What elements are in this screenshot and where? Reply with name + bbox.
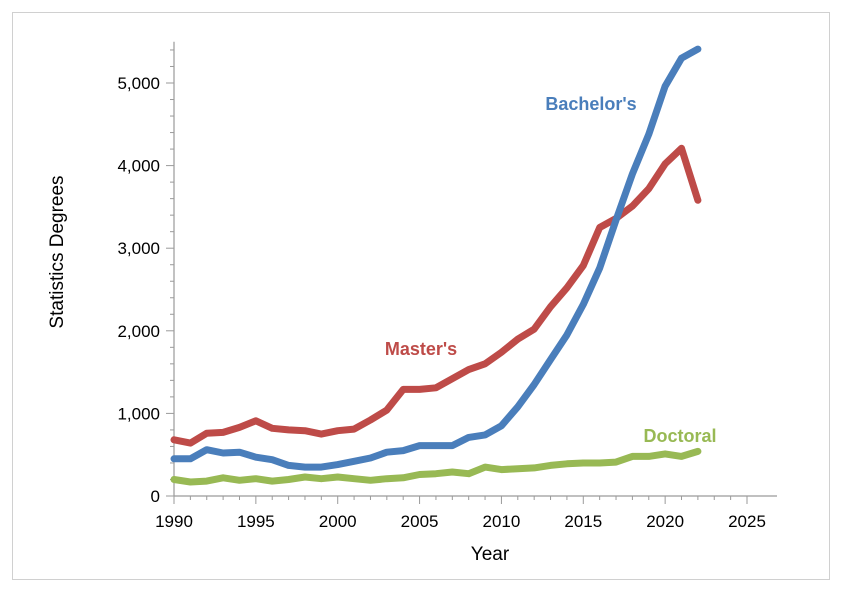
y-tick-label: 1,000 xyxy=(117,404,160,423)
series-label-doctoral: Doctoral xyxy=(643,426,716,446)
chart-frame xyxy=(12,12,830,580)
tick-marks xyxy=(166,49,748,504)
y-tick-label: 5,000 xyxy=(117,74,160,93)
series-label-masters: Master's xyxy=(385,339,457,359)
series-lines xyxy=(170,45,702,486)
series-line-masters xyxy=(170,144,702,447)
y-tick-label: 0 xyxy=(151,487,160,506)
axes xyxy=(173,41,777,497)
y-axis-title: Statistics Degrees xyxy=(47,175,68,328)
x-tick-label: 2015 xyxy=(564,512,602,531)
x-tick-label: 2000 xyxy=(319,512,357,531)
y-tick-label: 3,000 xyxy=(117,239,160,258)
x-tick-label: 2025 xyxy=(728,512,766,531)
x-tick-label: 2010 xyxy=(483,512,521,531)
y-tick-label: 4,000 xyxy=(117,157,160,176)
x-axis-title: Year xyxy=(471,544,510,565)
y-tick-label: 2,000 xyxy=(117,322,160,341)
x-tick-label: 2005 xyxy=(401,512,439,531)
series-line-doctoral xyxy=(170,447,702,486)
x-tick-label: 1990 xyxy=(155,512,193,531)
x-tick-label: 2020 xyxy=(646,512,684,531)
series-label-bachelors: Bachelor's xyxy=(545,94,636,114)
series-line-bachelors xyxy=(170,45,702,471)
tick-labels: 0 1,000 2,000 3,000 4,000 5,000 1990 1995 2000 20… xyxy=(117,74,765,531)
x-tick-label: 1995 xyxy=(237,512,275,531)
series-labels: Bachelor's Master's Doctoral xyxy=(385,94,717,446)
